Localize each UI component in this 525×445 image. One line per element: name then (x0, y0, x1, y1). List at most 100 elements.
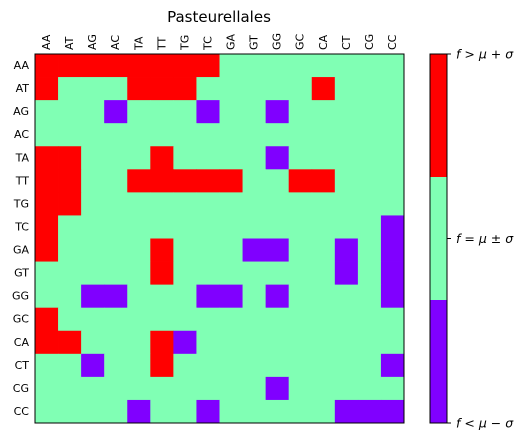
heatmap-cell (265, 77, 290, 101)
heatmap-cell (334, 54, 359, 78)
heatmap-cell (58, 123, 82, 147)
heatmap-cell (288, 169, 313, 193)
heatmap-cell (58, 399, 82, 424)
heatmap-cell (58, 77, 82, 101)
heatmap-cell (265, 261, 290, 286)
heatmap-cell (265, 123, 290, 147)
row-label: GG (12, 290, 29, 303)
column-label: TA (132, 36, 145, 51)
heatmap-cell (81, 77, 105, 101)
heatmap-cell (380, 77, 405, 101)
heatmap-cell (104, 261, 128, 286)
heatmap-cell (173, 100, 197, 124)
heatmap-cell (150, 100, 174, 124)
heatmap-cell (380, 192, 405, 216)
column-label: GC (294, 33, 307, 50)
heatmap-cell (380, 54, 405, 78)
heatmap-cell (150, 353, 174, 378)
row-label: TG (13, 197, 29, 210)
heatmap-cell (173, 54, 197, 78)
heatmap-cell (265, 376, 290, 401)
column-label: AC (109, 35, 122, 50)
heatmap-cell (357, 307, 382, 332)
heatmap-cell (127, 123, 151, 147)
row-labels: AA AT AG AC TA TT TG TC GA GT GG GC CA CT CG CC (12, 59, 30, 418)
heatmap-cell (35, 330, 59, 355)
row-label: CT (15, 359, 30, 372)
heatmap-cell (242, 54, 267, 78)
heatmap-cell (35, 192, 59, 216)
heatmap-cell (81, 261, 105, 286)
heatmap-cell (334, 238, 359, 262)
heatmap-cell (58, 100, 82, 124)
heatmap-cell (219, 169, 243, 193)
heatmap-cell (35, 123, 59, 147)
column-label: GG (271, 33, 284, 50)
heatmap-cell (380, 123, 405, 147)
heatmap-cell (150, 261, 174, 286)
heatmap-cell (104, 215, 128, 239)
heatmap-cell (311, 146, 336, 170)
heatmap-cell (127, 215, 151, 239)
heatmap-cell (196, 261, 220, 286)
heatmap-cell (357, 54, 382, 78)
heatmap-cell (173, 169, 197, 193)
column-label: AA (40, 34, 53, 50)
column-label: CA (317, 34, 330, 50)
heatmap-cell (35, 54, 59, 78)
heatmap-cell (173, 146, 197, 170)
heatmap-cell (288, 192, 313, 216)
column-label: TG (178, 35, 191, 51)
heatmap-cell (380, 261, 405, 286)
heatmap-cell (265, 100, 290, 124)
heatmap-cell (357, 100, 382, 124)
heatmap-cell (334, 399, 359, 424)
heatmap-cell (150, 192, 174, 216)
heatmap-cell (35, 169, 59, 193)
heatmap-cell (311, 100, 336, 124)
heatmap-cell (127, 146, 151, 170)
heatmap-cell (173, 330, 197, 355)
heatmap-cell (334, 169, 359, 193)
heatmap-cell (357, 330, 382, 355)
heatmap-cell (150, 54, 174, 78)
heatmap-cell (81, 146, 105, 170)
column-label: CC (386, 34, 399, 50)
heatmap-cell (58, 192, 82, 216)
heatmap-cell (127, 399, 151, 424)
heatmap-cell (242, 100, 267, 124)
column-labels: AA AT AG AC TA TT TG TC GA GT GG GC CA CT CG CC (40, 33, 399, 51)
heatmap-cell (58, 146, 82, 170)
heatmap-cell (357, 399, 382, 424)
heatmap-cell (242, 215, 267, 239)
heatmap-cell (219, 376, 243, 401)
heatmap-cell (196, 376, 220, 401)
heatmap-cell (196, 54, 220, 78)
row-label: AA (14, 59, 30, 72)
row-label: CG (13, 382, 29, 395)
heatmap-cell (288, 284, 313, 309)
heatmap-cell (58, 261, 82, 286)
heatmap-cell (35, 284, 59, 309)
heatmap-cell (127, 100, 151, 124)
heatmap-cell (334, 192, 359, 216)
plot-frame (34, 53, 405, 424)
heatmap-cell (127, 77, 151, 101)
colorbar-label: f < μ − σ (456, 416, 514, 431)
heatmap-cell (173, 261, 197, 286)
heatmap-cell (311, 215, 336, 239)
heatmap-cell (219, 54, 243, 78)
heatmap-cell (288, 307, 313, 332)
heatmap-cell (265, 330, 290, 355)
heatmap-cell (150, 238, 174, 262)
heatmap-cell (311, 54, 336, 78)
heatmap-cell (219, 399, 243, 424)
heatmap-cell (380, 146, 405, 170)
heatmap-cell (242, 169, 267, 193)
heatmap-cell (242, 123, 267, 147)
heatmap-cell (380, 330, 405, 355)
row-label: GC (13, 313, 30, 326)
heatmap-cell (357, 376, 382, 401)
colorbar-segment (430, 300, 447, 424)
column-label: AT (63, 36, 76, 50)
